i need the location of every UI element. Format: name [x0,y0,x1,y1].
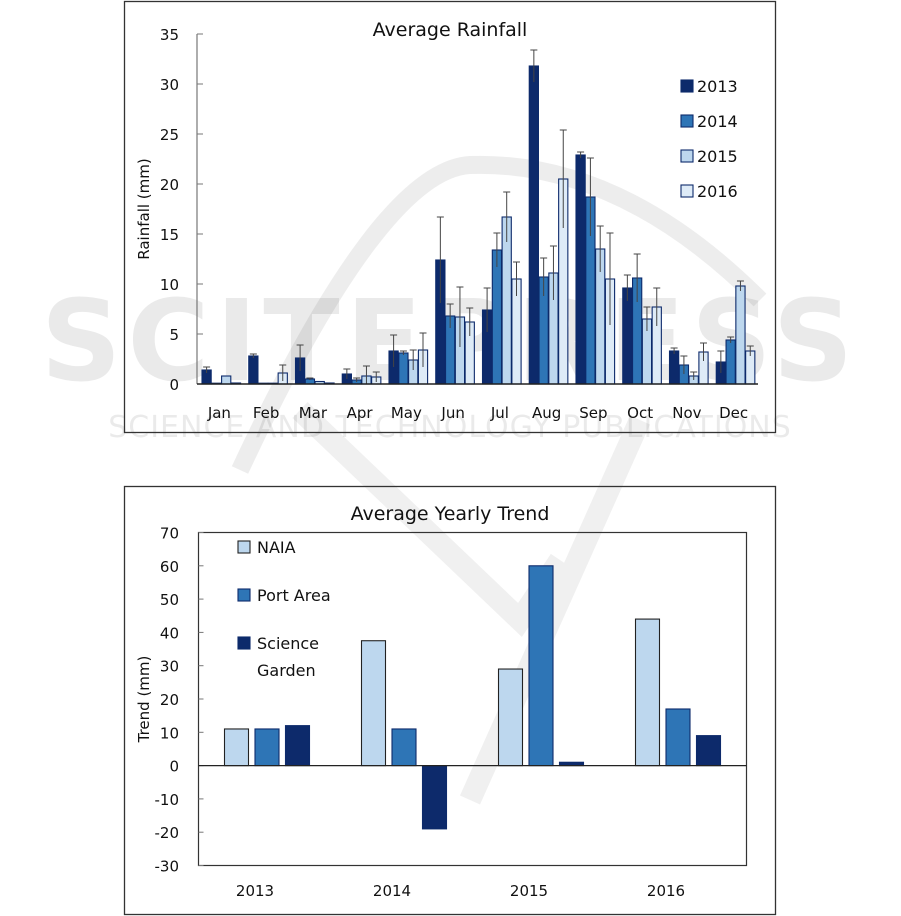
bar-naia-2014 [360,640,387,767]
y-tick-label: 20 [160,176,179,194]
bar-2015-dec [735,285,746,385]
bar-2013-nov [668,350,680,385]
rainfall-y-ticks: 0 5 10 15 20 25 30 35 [160,26,203,394]
bar-2015-jul [501,216,512,385]
legend-swatch-2015 [680,149,694,163]
legend-swatch-naia [237,540,251,554]
bar-2013-feb [248,355,259,385]
rainfall-chart-frame [123,0,777,434]
watermark-subtitle: SCIENCE AND TECHNOLOGY PUBLICATIONS [108,410,792,445]
bar-2013-oct [622,287,633,385]
legend-swatch-port-area [237,588,251,602]
y-tick-label: -20 [155,824,180,842]
legend-label-2015: 2015 [697,147,738,166]
bar-naia-2013 [223,728,250,767]
trend-bars [223,565,722,830]
trend-chart-frame [123,485,777,916]
y-tick-label: 70 [160,525,179,543]
x-tick-label-aug: Aug [532,404,561,422]
trend-y-axis-title: Trend (mm) [135,656,153,744]
y-tick-label: 0 [169,758,179,776]
y-tick-label: 10 [160,724,179,742]
legend-label: Science [257,634,319,653]
x-tick-label-sep: Sep [579,404,607,422]
x-tick-label-may: May [391,404,422,422]
y-tick-label: 40 [160,624,179,642]
trend-chart-title: Average Yearly Trend [351,503,550,525]
y-tick-label: 10 [160,276,179,294]
y-tick-label: 5 [169,326,179,344]
legend-label-2016: 2016 [697,182,738,201]
y-tick-label: -30 [155,858,180,876]
rainfall-y-axis-title: Rainfall (mm) [135,158,153,259]
x-tick-label-2013: 2013 [236,882,274,900]
bar-2014-may [398,352,409,385]
bar-port-area-2014 [391,728,417,767]
legend-swatch-2013 [680,79,694,93]
y-tick-label: 35 [160,26,179,44]
bar-port-area-2013 [254,728,280,767]
bar-port-area-2015 [528,565,554,767]
bar-naia-2016 [634,618,661,767]
rainfall-axes [196,34,758,385]
bar-2014-jul [491,249,503,385]
watermark-logo-arc [231,155,767,474]
bar-2014-dec [725,339,736,385]
bar-naia-2015 [497,668,524,767]
y-tick-label: 60 [160,558,179,576]
x-tick-label-2014: 2014 [373,882,411,900]
watermark-logo-hook [292,402,651,805]
bar-science-garden-2016 [695,735,722,767]
x-tick-label-2016: 2016 [647,882,685,900]
bar-science-garden-2014 [421,765,448,830]
rainfall-legend: 2013 2014 2015 2016 [680,77,738,201]
bar-2013-sep [575,154,586,385]
rainfall-x-labels: Jan Feb Mar Apr May Jun Jul Aug Sep Oct Nov Dec [207,404,748,422]
y-tick-label: 25 [160,126,179,144]
legend-swatch-science-garden [237,636,251,650]
legend-label: NAIA [257,538,296,557]
y-tick-label: -10 [155,791,180,809]
y-tick-label: 0 [169,376,179,394]
x-tick-label-jul: Jul [490,404,509,422]
x-tick-label-feb: Feb [253,404,280,422]
bar-2015-jan [221,375,232,385]
x-tick-label-dec: Dec [719,404,748,422]
x-tick-label-apr: Apr [347,404,374,422]
x-tick-label-2015: 2015 [510,882,548,900]
bar-2013-aug [528,65,539,385]
legend-label-2013: 2013 [697,77,738,96]
trend-x-labels: 2013 2014 2015 2016 [236,882,685,900]
legend-label: Port Area [257,586,331,605]
legend-label: Garden [257,661,316,680]
x-tick-label-mar: Mar [299,404,328,422]
trend-legend: NAIA Port Area Science Garden [237,538,331,680]
x-tick-label-jun: Jun [440,404,464,422]
legend-swatch-2014 [680,114,694,128]
legend-label-2014: 2014 [697,112,738,131]
y-tick-label: 20 [160,691,179,709]
y-tick-label: 30 [160,658,179,676]
bar-port-area-2016 [665,708,691,767]
x-tick-label-nov: Nov [672,404,701,422]
y-tick-label: 50 [160,591,179,609]
trend-y-ticks: -30 -20 -10 0 10 20 30 40 50 60 70 [155,525,204,876]
x-tick-label-oct: Oct [627,404,653,422]
y-tick-label: 30 [160,76,179,94]
y-tick-label: 15 [160,226,179,244]
legend-swatch-2016 [680,184,694,198]
x-tick-label-jan: Jan [207,404,231,422]
rainfall-chart-title: Average Rainfall [373,19,528,41]
bar-science-garden-2013 [284,725,311,767]
